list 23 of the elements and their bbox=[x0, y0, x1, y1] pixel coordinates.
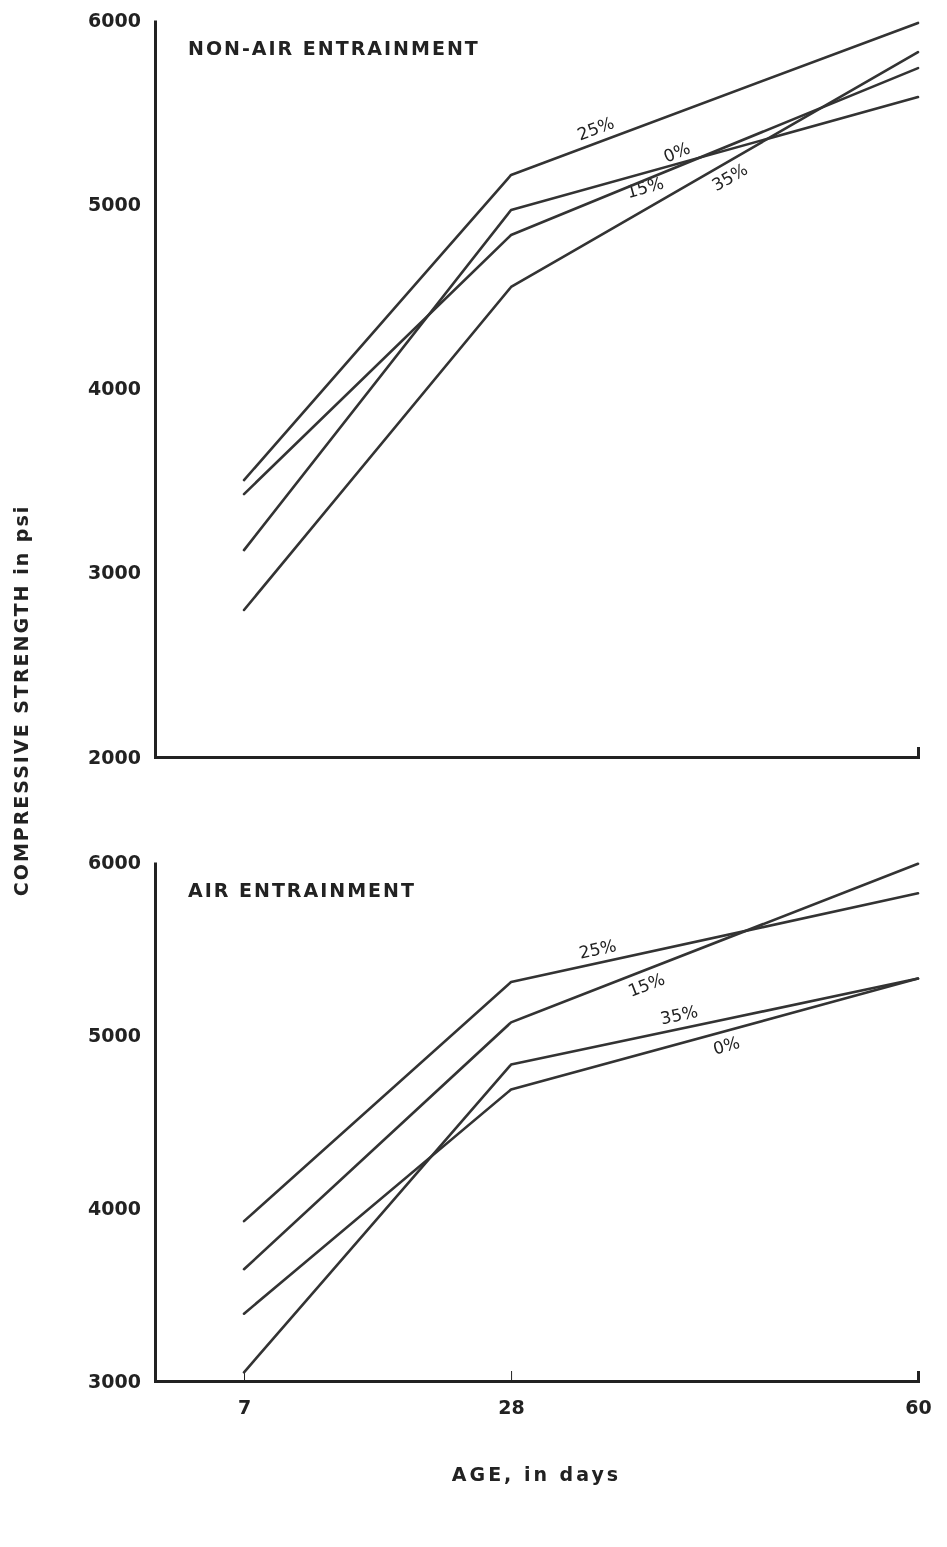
text: NON-AIR ENTRAINMENT bbox=[188, 37, 480, 59]
y-tick-label: 6000 bbox=[88, 850, 141, 873]
y-axis-title: COMPRESSIVE STRENGTH in psi bbox=[10, 504, 32, 897]
y-tick-label: 4000 bbox=[88, 377, 141, 400]
x-axis-title: AGE, in days bbox=[451, 1463, 622, 1485]
text: AIR ENTRAINMENT bbox=[188, 879, 416, 901]
x-tick-label: 60 bbox=[905, 1396, 932, 1419]
y-tick-label: 3000 bbox=[88, 1369, 141, 1392]
text: 35% bbox=[658, 1001, 700, 1029]
y-tick-label: 4000 bbox=[88, 1196, 141, 1219]
y-tick-label: 6000 bbox=[88, 8, 141, 31]
text: 0% bbox=[660, 137, 693, 167]
y-tick-label: 2000 bbox=[88, 745, 141, 768]
text: 15% bbox=[625, 968, 668, 1001]
y-tick-label: 5000 bbox=[88, 1023, 141, 1046]
text: 25% bbox=[574, 112, 617, 145]
y-tick-label: 3000 bbox=[88, 561, 141, 584]
text: 35% bbox=[708, 158, 752, 196]
y-tick-label: 5000 bbox=[88, 192, 141, 215]
x-tick-label: 7 bbox=[237, 1396, 252, 1419]
text: 0% bbox=[710, 1032, 742, 1059]
x-tick-label: 28 bbox=[498, 1396, 525, 1419]
text: 25% bbox=[577, 935, 619, 963]
